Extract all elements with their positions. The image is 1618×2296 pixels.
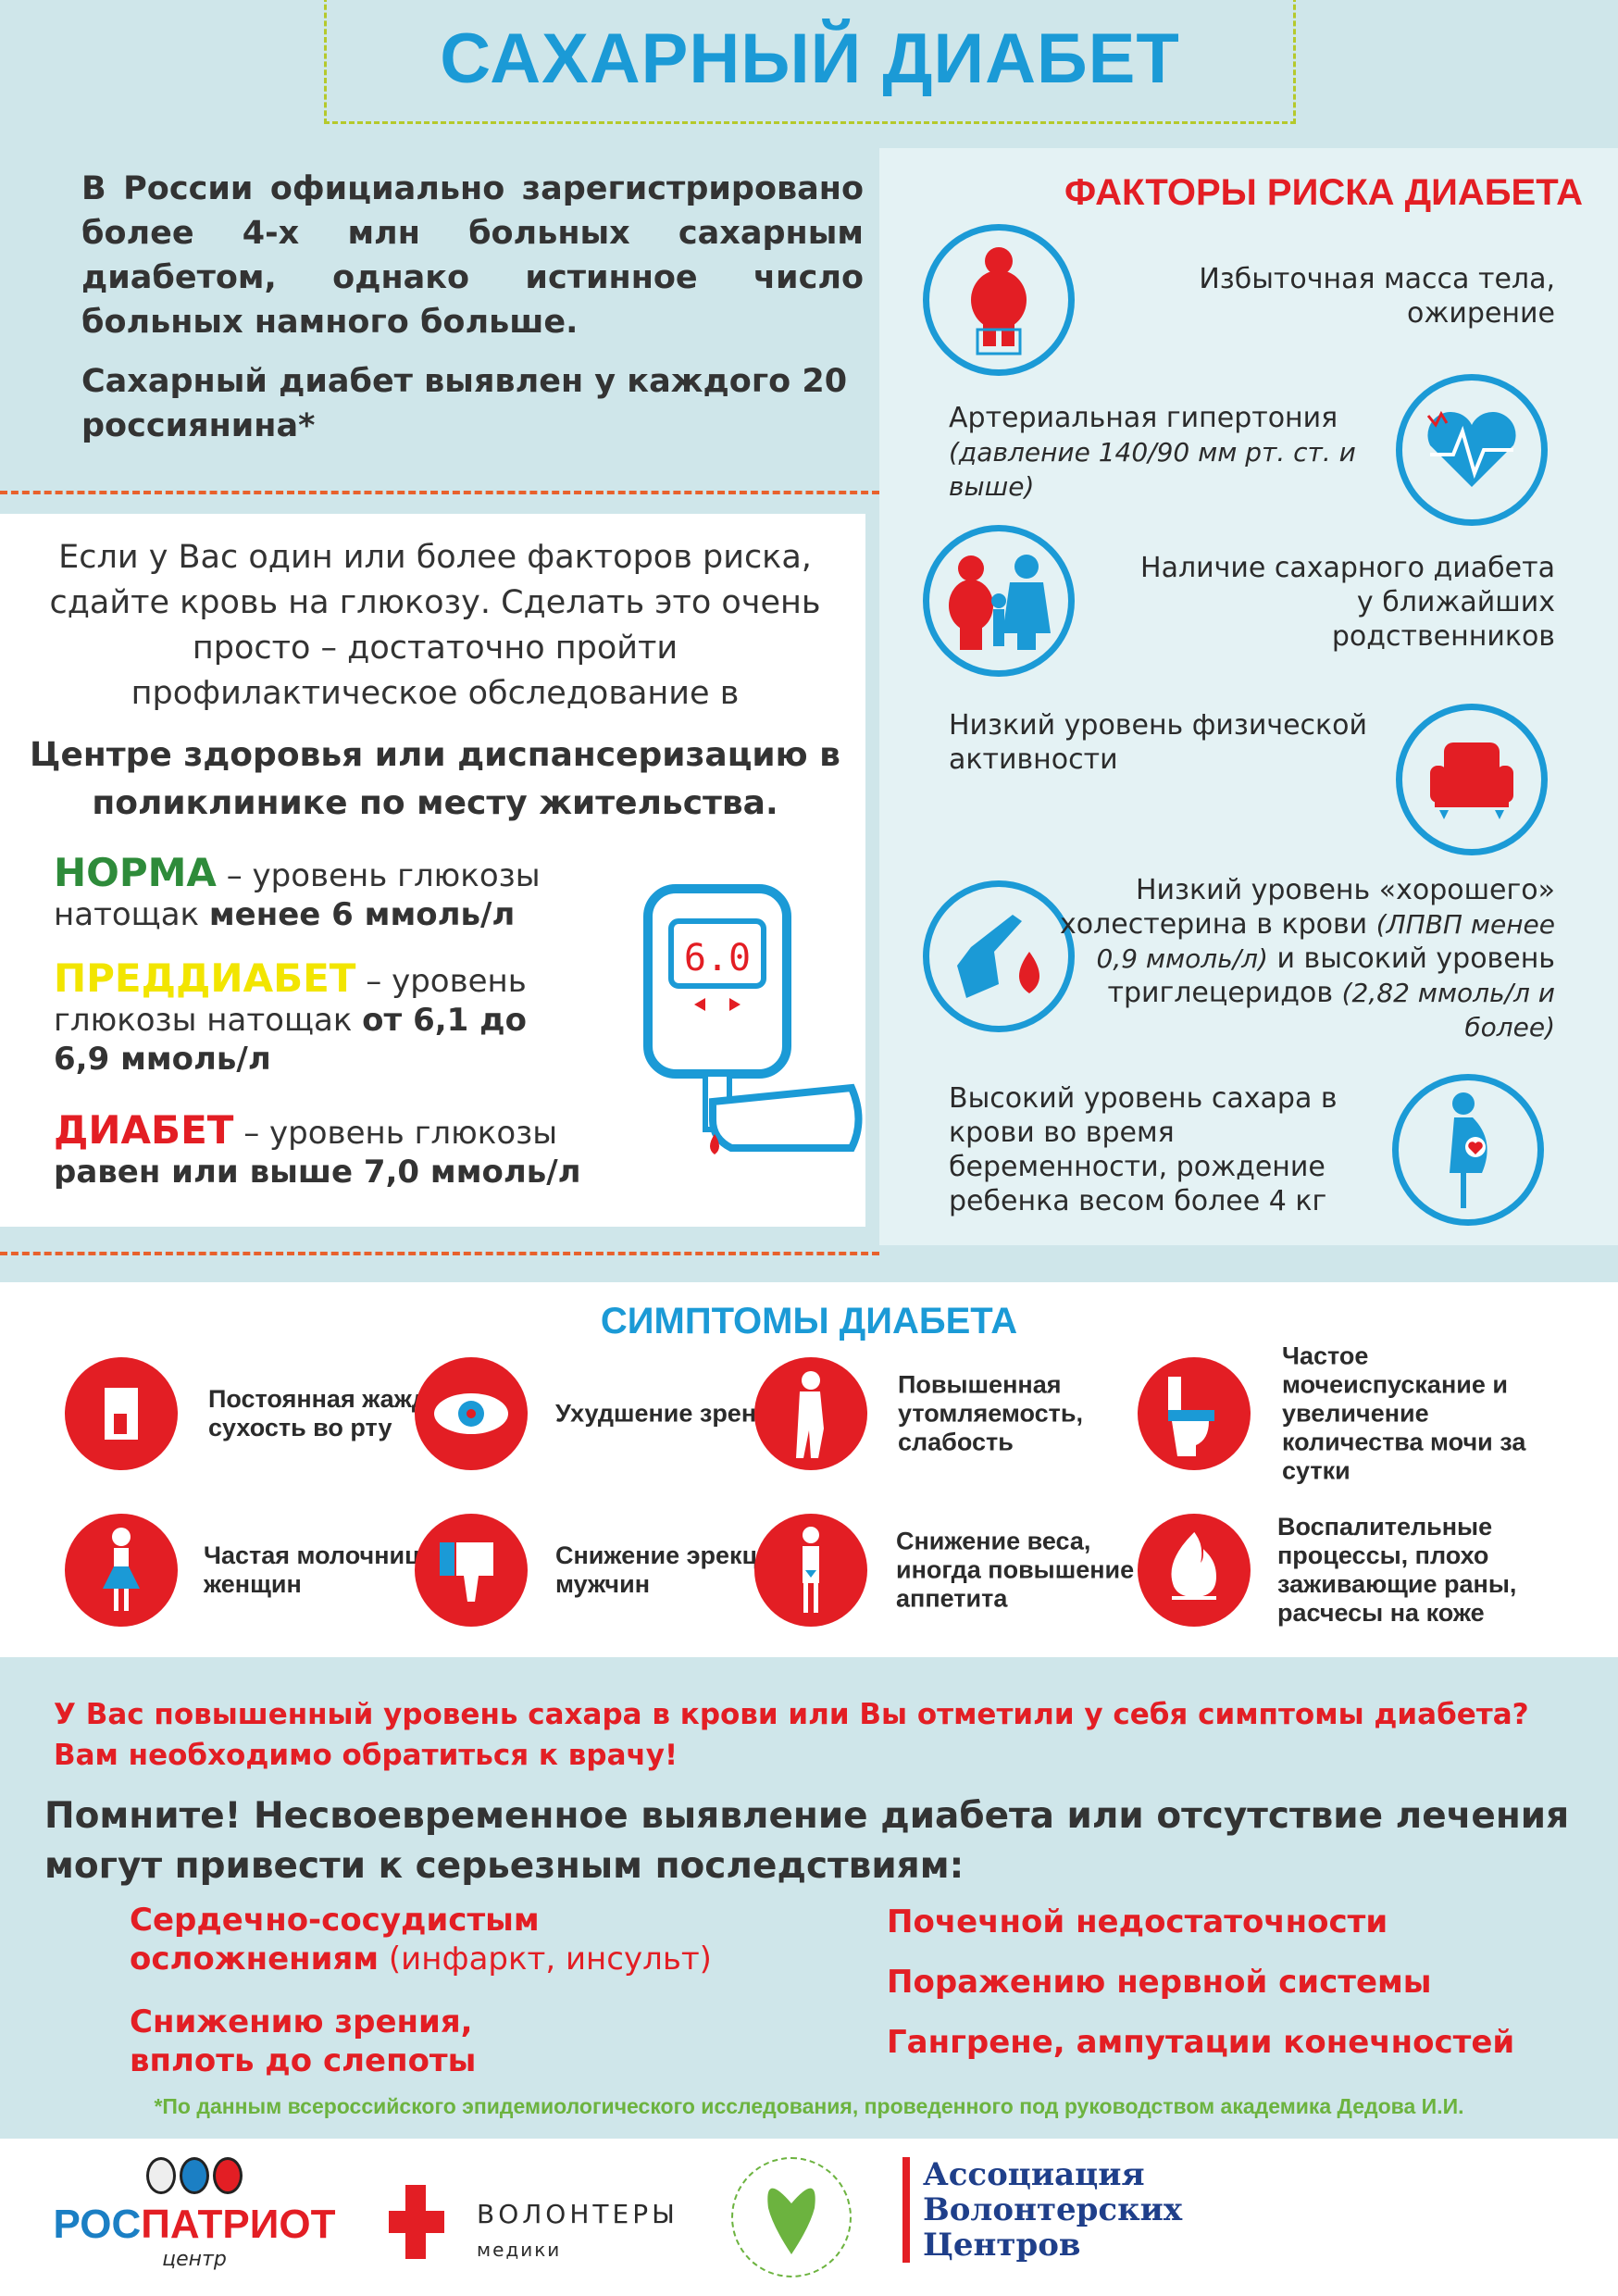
glass-icon [65, 1357, 178, 1470]
obese-person-on-scale-icon [923, 224, 1075, 376]
remember-text: Помните! Несвоевременное выявление диабе… [44, 1795, 1570, 1887]
thumbs-down-icon [415, 1514, 528, 1627]
bottom-background [0, 1657, 1618, 2139]
title-box: САХАРНЫЙ ДИАБЕТ [324, 0, 1296, 124]
volunteers-medics-logo: ВОЛОНТЕРЫ медики [389, 2166, 685, 2268]
page-title: САХАРНЫЙ ДИАБЕТ [440, 19, 1180, 98]
risk-factor-text: Наличие сахарного диабета у ближайших ро… [1140, 552, 1555, 653]
divider [0, 1252, 879, 1255]
risk-factors-title: ФАКТОРЫ РИСКА ДИАБЕТА [1064, 172, 1583, 213]
risk-factor-text: Высокий уровень сахара в крови во время … [949, 1082, 1338, 1217]
risk-factor-text: Низкий уровень физической активности [949, 709, 1368, 776]
divider [0, 491, 879, 494]
consequence-item: Сердечно-сосудистым осложнениям (инфаркт… [130, 1902, 712, 1978]
symptom-text: Частое мочеиспускание и увеличение колич… [1282, 1341, 1526, 1485]
family-icon [923, 525, 1075, 677]
intro-text: В России официально зарегистрировано бол… [81, 170, 864, 341]
woman-icon [65, 1514, 178, 1627]
level-norm: НОРМА – уровень глюкозы натощак менее 6 … [54, 850, 541, 934]
symptom-text: Постоянная жажда, сухость во рту [208, 1385, 449, 1441]
association-logo: Ассоциация Волонтерских Центров [902, 2157, 1182, 2263]
glucometer-icon: 6.0 [643, 884, 863, 1154]
meter-display: 6.0 [684, 937, 751, 980]
consequence-item: Снижению зрения, вплоть до слепоты [130, 2003, 477, 2079]
heart-pressure-icon [1396, 374, 1548, 526]
consequence-item: Почечной недостаточности [887, 1903, 1388, 1940]
flame-icon [1138, 1514, 1251, 1627]
pregnant-woman-icon [1392, 1074, 1544, 1226]
gnic-logo [731, 2157, 852, 2277]
symptom-text: Воспалительные процессы, плохо заживающи… [1277, 1513, 1517, 1627]
risk-factor-text: Низкий уровень «хорошего» холестерина в … [1059, 874, 1555, 1042]
risk-factor-text: Артериальная гипертония (давление 140/90 … [949, 402, 1356, 502]
symptom-text: Частая молочница у женщин [204, 1541, 455, 1598]
symptom-text: Снижение веса, иногда повышение аппетита [896, 1527, 1135, 1613]
toilet-icon [1138, 1357, 1251, 1470]
armchair-icon [1396, 704, 1548, 855]
intro-stat: Сахарный диабет выявлен у каждого 20 рос… [81, 363, 848, 444]
level-prediabetes: ПРЕДДИАБЕТ – уровень глюкозы натощак от … [54, 955, 527, 1079]
level-diabetes: ДИАБЕТ – уровень глюкозы равен или выше … [54, 1107, 581, 1192]
rospatriot-logo: РОСПАТРИОТ центр [42, 2157, 347, 2271]
finger-blood-drop-icon [923, 880, 1075, 1032]
symptom-text: Повышенная утомляемость, слабость [898, 1370, 1083, 1456]
consequence-item: Поражению нервной системы [887, 1964, 1432, 2001]
advice-place: Центре здоровья или диспансеризацию в по… [30, 736, 840, 822]
risk-factor-text: Избыточная масса тела, ожирение [1199, 263, 1555, 330]
eye-icon [415, 1357, 528, 1470]
tired-person-icon [754, 1357, 867, 1470]
symptoms-title: СИМПТОМЫ ДИАБЕТА [600, 1301, 1018, 1341]
footnote: *По данным всероссийского эпидемиологиче… [154, 2094, 1464, 2118]
symptom-text: Ухудшение зрения [555, 1399, 787, 1428]
thin-person-icon [754, 1514, 867, 1627]
warning-text: У Вас повышенный уровень сахара в крови … [54, 1698, 1529, 1772]
consequence-item: Гангрене, ампутации конечностей [887, 2024, 1515, 2061]
advice-text: Если у Вас один или более факторов риска… [49, 539, 821, 712]
